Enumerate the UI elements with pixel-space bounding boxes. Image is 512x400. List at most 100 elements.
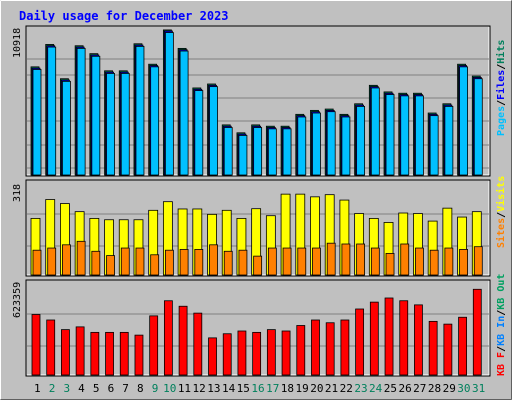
day-label: 18 [281, 382, 294, 395]
kbf-bar [178, 305, 188, 376]
kbf-bar [90, 331, 100, 376]
kbf-bar [281, 330, 291, 376]
pages-bar [326, 111, 336, 176]
pages-bar [267, 128, 277, 176]
kbf-bar [208, 337, 217, 376]
pages-bar [253, 127, 263, 176]
kbf-bar [105, 331, 114, 376]
day-label: 16 [251, 382, 264, 395]
pages-bar [429, 115, 439, 176]
day-label: 10 [163, 382, 176, 395]
legend-1: Pages/Files/Hits [495, 40, 507, 136]
sites-bar [32, 249, 42, 276]
kbf-bar [296, 325, 306, 376]
sites-bar [150, 254, 160, 276]
pages-bar [459, 66, 468, 176]
pages-bar [400, 95, 410, 176]
pages-bar [120, 73, 130, 176]
day-label: 5 [93, 382, 100, 395]
day-label: 4 [78, 382, 85, 395]
kbf-bar [237, 330, 247, 376]
kbf-bar [252, 331, 262, 376]
kbf-bar [119, 331, 129, 376]
day-label: 1 [34, 382, 41, 395]
kbf-bar [384, 297, 394, 376]
kbf-bar [75, 326, 85, 376]
pages-bar [312, 112, 321, 176]
day-label: 27 [413, 382, 426, 395]
kbf-bar [149, 315, 159, 376]
sites-bar [312, 247, 321, 276]
kbf-bar [458, 316, 467, 376]
sites-bar [415, 247, 424, 276]
day-label: 25 [384, 382, 397, 395]
day-label: 26 [398, 382, 411, 395]
pages-bar [91, 55, 101, 176]
legend-2: Sites/Visits [495, 176, 507, 248]
kbf-bar [428, 320, 438, 376]
day-label: 14 [222, 382, 236, 395]
kbf-bar [414, 304, 423, 376]
legend-entry: Sites [495, 218, 507, 248]
day-label: 11 [178, 382, 191, 395]
legend-entry: / [496, 212, 507, 218]
legend-entry: Hits [495, 40, 507, 64]
day-label: 20 [310, 382, 323, 395]
sites-bar [400, 243, 410, 276]
legend-entry: KB In [496, 316, 507, 346]
legend-entry: / [496, 346, 507, 352]
sites-bar [209, 244, 218, 276]
kbf-bar [46, 319, 56, 376]
pages-bar [297, 116, 307, 176]
sites-bar [267, 247, 277, 276]
pages-bar [282, 128, 292, 176]
pages-bar [223, 127, 233, 176]
visits-max-label: 318 [12, 184, 23, 202]
pages-bar [47, 46, 57, 176]
legend-entry: KB Out [496, 274, 507, 310]
hits-max-label: 10918 [12, 28, 23, 58]
day-label: 7 [122, 382, 129, 395]
day-label: 29 [443, 382, 456, 395]
sites-bar [62, 244, 71, 276]
day-label: 30 [457, 382, 470, 395]
sites-bar [459, 248, 468, 276]
sites-bar [356, 243, 366, 276]
pages-bar [106, 73, 115, 176]
legend-3: KB F/KB In/KB Out [496, 274, 507, 376]
sites-bar [341, 243, 351, 276]
day-label: 28 [428, 382, 441, 395]
day-label: 17 [266, 382, 279, 395]
day-label: 12 [193, 382, 206, 395]
pages-bar [356, 106, 366, 176]
day-label: 2 [49, 382, 56, 395]
sites-bar [253, 255, 263, 276]
day-label: 21 [325, 382, 338, 395]
day-label: 9 [152, 382, 159, 395]
kbf-bar [369, 301, 379, 376]
legend-entry: / [496, 100, 507, 106]
legend-entry: Pages [496, 106, 507, 136]
pages-bar [62, 80, 71, 176]
kbf-bar [266, 329, 276, 376]
pages-bar [238, 135, 248, 176]
legend-entry: Visits [495, 176, 507, 212]
day-label: 8 [137, 382, 144, 395]
kb-max-label: 623359 [12, 282, 23, 318]
pages-bar [164, 32, 174, 176]
kbf-bar [61, 329, 70, 376]
sites-bar [429, 249, 439, 276]
sites-bar [135, 247, 145, 276]
pages-bar [370, 87, 380, 176]
day-label: 24 [369, 382, 383, 395]
kbf-bar [355, 308, 365, 376]
day-label: 23 [354, 382, 367, 395]
pages-bar [150, 66, 160, 176]
kbf-bar [325, 322, 335, 376]
sites-bar [76, 240, 86, 276]
kbf-bar [472, 288, 482, 376]
sites-bar [179, 248, 189, 276]
sites-bar [444, 247, 454, 276]
day-label: 31 [472, 382, 485, 395]
day-label: 6 [108, 382, 115, 395]
